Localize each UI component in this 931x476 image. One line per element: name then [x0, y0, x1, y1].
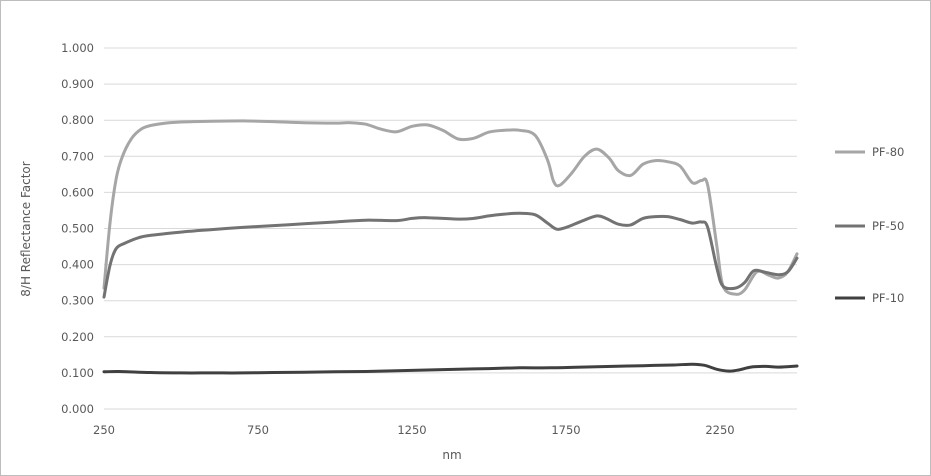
legend: PF-80 PF-50 PF-10: [835, 145, 904, 305]
y-tick-label: 0.000: [61, 402, 94, 416]
y-tick-label: 0.500: [61, 222, 94, 236]
y-tick-label: 0.200: [61, 330, 94, 344]
y-tick-label: 0.100: [61, 366, 94, 380]
legend-label: PF-10: [872, 291, 904, 305]
x-tick-label: 2250: [705, 423, 734, 437]
y-axis-title: 8/H Reflectance Factor: [19, 161, 33, 296]
y-axis-ticks: 0.000 0.100 0.200 0.300 0.400 0.500 0.600 0.700…: [61, 41, 94, 416]
y-tick-label: 0.300: [61, 294, 94, 308]
y-tick-label: 0.800: [61, 113, 94, 127]
y-tick-label: 1.000: [61, 41, 94, 55]
y-tick-label: 0.900: [61, 77, 94, 91]
x-tick-label: 1750: [551, 423, 580, 437]
legend-label: PF-50: [872, 219, 904, 233]
series-line-pf-80: [102, 119, 799, 296]
x-axis-ticks: 250 750 1250 1750 2250: [93, 423, 735, 437]
x-tick-label: 1250: [397, 423, 426, 437]
series-line-pf-10: [102, 362, 799, 375]
series-line-pf-50: [102, 211, 799, 299]
x-tick-label: 250: [93, 423, 115, 437]
y-tick-label: 0.600: [61, 185, 94, 199]
y-tick-label: 0.400: [61, 258, 94, 272]
x-tick-label: 750: [247, 423, 269, 437]
x-axis-title: nm: [442, 448, 461, 462]
series-lines: [102, 119, 799, 375]
y-tick-label: 0.700: [61, 149, 94, 163]
legend-label: PF-80: [872, 145, 904, 159]
